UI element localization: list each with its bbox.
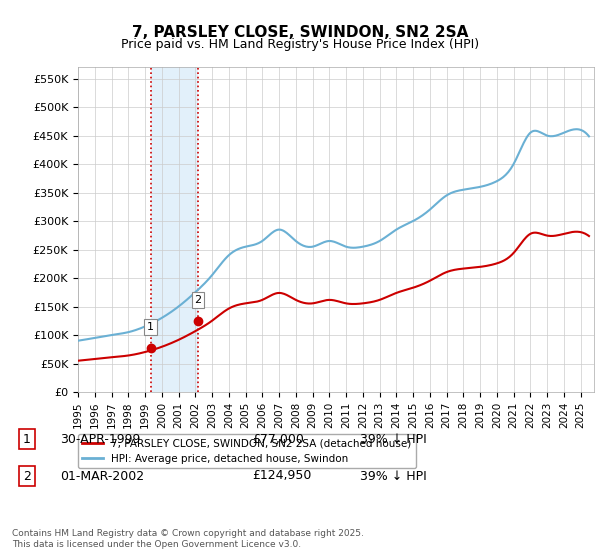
Text: 30-APR-1999: 30-APR-1999 xyxy=(60,432,140,446)
Text: 01-MAR-2002: 01-MAR-2002 xyxy=(60,469,144,483)
Text: 7, PARSLEY CLOSE, SWINDON, SN2 2SA: 7, PARSLEY CLOSE, SWINDON, SN2 2SA xyxy=(132,25,468,40)
Text: 2: 2 xyxy=(194,295,202,305)
Text: 39% ↓ HPI: 39% ↓ HPI xyxy=(360,469,427,483)
Text: 2: 2 xyxy=(23,469,31,483)
Text: 39% ↓ HPI: 39% ↓ HPI xyxy=(360,432,427,446)
Text: Price paid vs. HM Land Registry's House Price Index (HPI): Price paid vs. HM Land Registry's House … xyxy=(121,38,479,51)
Text: £124,950: £124,950 xyxy=(252,469,311,483)
Text: 1: 1 xyxy=(23,432,31,446)
Text: 1: 1 xyxy=(147,322,154,332)
Legend: 7, PARSLEY CLOSE, SWINDON, SN2 2SA (detached house), HPI: Average price, detache: 7, PARSLEY CLOSE, SWINDON, SN2 2SA (deta… xyxy=(78,434,416,468)
Text: Contains HM Land Registry data © Crown copyright and database right 2025.
This d: Contains HM Land Registry data © Crown c… xyxy=(12,529,364,549)
Text: £77,000: £77,000 xyxy=(252,432,304,446)
Bar xyxy=(151,67,198,392)
